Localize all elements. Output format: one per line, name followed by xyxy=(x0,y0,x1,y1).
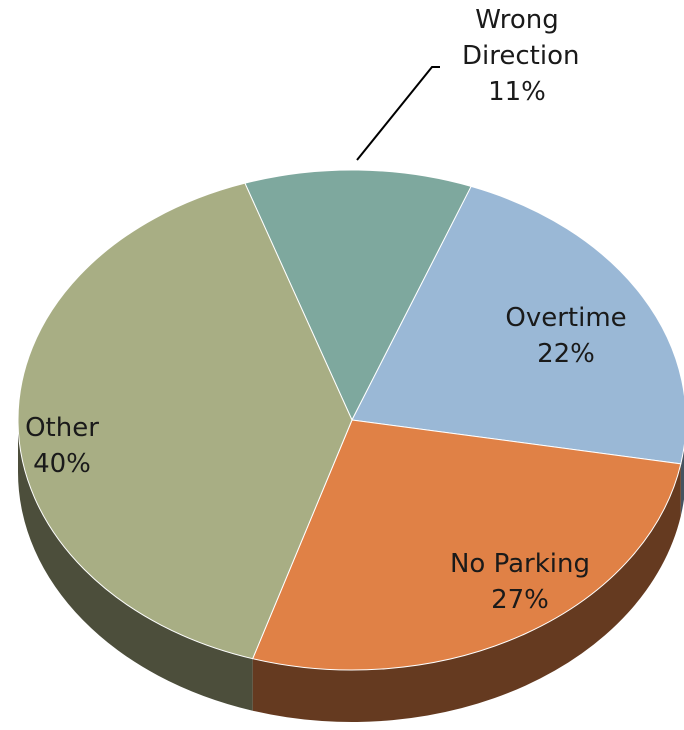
value-label: 22% xyxy=(537,339,595,369)
slice-side xyxy=(252,463,681,722)
slice-label: Other 40% xyxy=(25,410,99,482)
pie-slice xyxy=(17,182,353,660)
category-label: Overtime xyxy=(505,303,627,333)
slice-side xyxy=(17,420,253,711)
value-label: 27% xyxy=(491,585,549,615)
slice-label: Overtime 22% xyxy=(505,300,626,372)
slice-label: No Parking 27% xyxy=(450,546,590,618)
category-label: Wrong Direction xyxy=(462,5,580,71)
pie-slice xyxy=(351,185,684,465)
pie-slice xyxy=(251,419,682,671)
leader-line xyxy=(356,66,440,161)
slice-side xyxy=(680,446,684,516)
value-label: 40% xyxy=(33,449,91,479)
category-label: No Parking xyxy=(449,549,591,579)
pie-slice xyxy=(244,169,472,422)
value-label: 11% xyxy=(488,77,546,107)
slice-label: Wrong Direction 11% xyxy=(462,2,580,110)
category-label: Other xyxy=(25,413,99,443)
